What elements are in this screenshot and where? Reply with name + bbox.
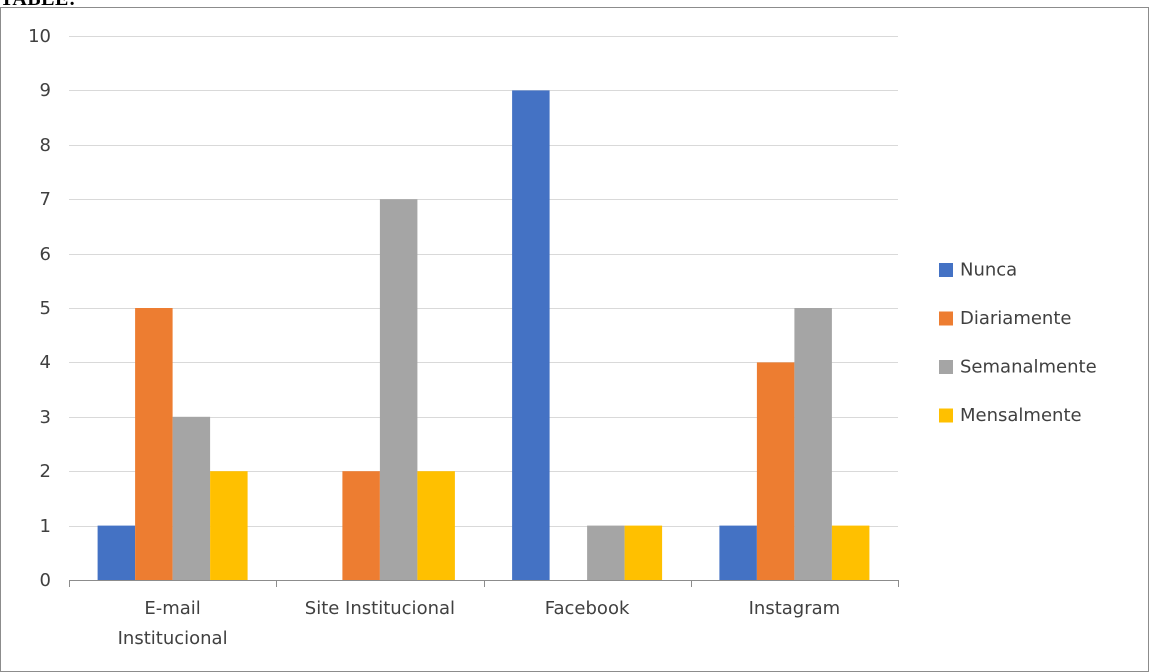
- legend: Nunca Diariamente Semanalmente Mensalmente: [939, 260, 1097, 426]
- bar-mensalmente-2: [624, 525, 663, 580]
- bar-mensalmente-3: [831, 525, 870, 580]
- y-tick-label: 8: [40, 135, 51, 156]
- y-tick-label: 7: [40, 189, 51, 210]
- bar-nunca-3: [719, 525, 757, 580]
- y-tick-label: 1: [40, 516, 51, 537]
- legend-label-diariamente: Diariamente: [960, 308, 1071, 329]
- legend-swatch-nunca: [939, 263, 953, 277]
- bar-mensalmente-0: [210, 471, 248, 580]
- axes: [69, 580, 899, 587]
- legend-swatch-semanalmente: [939, 360, 953, 374]
- x-tick-label: E-mail: [144, 598, 200, 619]
- bar-semanalmente-0: [172, 416, 211, 580]
- bar-semanalmente-2: [587, 525, 625, 580]
- y-axis-tick-labels: 0 1 2 3 4 5 6 7 8 9 10: [28, 26, 51, 591]
- bar-nunca-0: [97, 525, 136, 580]
- x-tick-label: Institucional: [118, 628, 228, 649]
- bars: [97, 90, 870, 581]
- y-tick-label: 2: [40, 461, 51, 482]
- bar-diariamente-0: [135, 308, 173, 580]
- bar-nunca-2: [512, 90, 550, 581]
- y-tick-label: 10: [28, 26, 51, 47]
- x-tick-label: Site Institucional: [305, 598, 455, 619]
- y-tick-label: 3: [40, 407, 51, 428]
- bar-mensalmente-1: [417, 471, 455, 580]
- y-tick-label: 4: [40, 352, 51, 373]
- legend-swatch-mensalmente: [939, 408, 953, 423]
- bar-semanalmente-1: [379, 199, 418, 580]
- x-tick-label: Facebook: [545, 598, 630, 619]
- clipped-heading: TABLE:: [0, 0, 76, 11]
- legend-swatch-diariamente: [939, 311, 953, 326]
- y-tick-label: 6: [40, 244, 51, 265]
- x-axis-tick-labels: E-mail Institucional Site Institucional Fac…: [118, 598, 841, 649]
- bar-semanalmente-3: [794, 308, 832, 580]
- bar-diariamente-3: [756, 362, 795, 580]
- x-tick-label: Instagram: [749, 598, 841, 619]
- y-tick-label: 5: [40, 298, 51, 319]
- bar-diariamente-1: [342, 471, 380, 580]
- legend-label-mensalmente: Mensalmente: [960, 405, 1082, 426]
- legend-label-nunca: Nunca: [960, 260, 1017, 281]
- y-tick-label: 9: [40, 80, 51, 101]
- y-tick-label: 0: [40, 570, 51, 591]
- legend-label-semanalmente: Semanalmente: [960, 357, 1097, 378]
